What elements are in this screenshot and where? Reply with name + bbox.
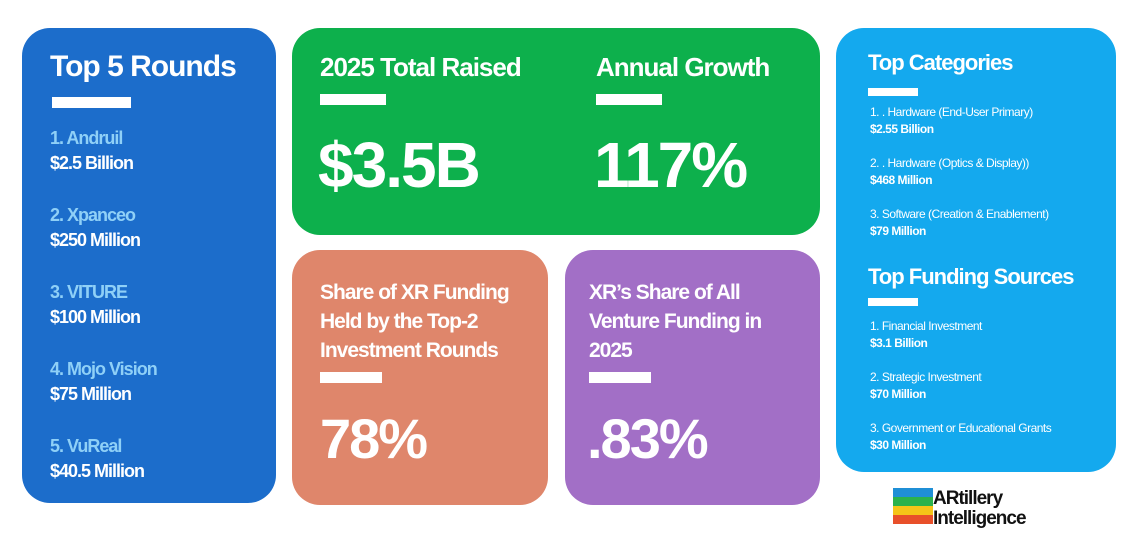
card-title: Top Categories bbox=[868, 50, 1014, 75]
card-title: 2025 Total Raised bbox=[320, 52, 522, 82]
stat-value: 117% bbox=[594, 129, 748, 201]
logo: ARtillery Intelligence bbox=[893, 488, 1027, 529]
card-title: Top Funding Sources bbox=[868, 264, 1074, 289]
item-name: 3. Government or Educational Grants bbox=[870, 421, 1052, 435]
underline bbox=[320, 94, 386, 105]
right-card: Top Categories 1. . Hardware (End-User P… bbox=[836, 28, 1116, 472]
round-name: 1. Andruil bbox=[50, 128, 123, 148]
item-amount: $2.55 Billion bbox=[870, 122, 934, 136]
item-amount: $3.1 Billion bbox=[870, 336, 928, 350]
round-amount: $2.5 Billion bbox=[50, 153, 134, 173]
round-name: 3. VITURE bbox=[50, 282, 128, 302]
logo-stripe bbox=[893, 515, 933, 524]
stat-value: $3.5B bbox=[318, 129, 481, 201]
round-amount: $250 Million bbox=[50, 230, 141, 250]
item-amount: $79 Million bbox=[870, 224, 926, 238]
round-amount: $100 Million bbox=[50, 307, 141, 327]
underline bbox=[589, 372, 651, 383]
item-amount: $30 Million bbox=[870, 438, 926, 452]
stat-value: 78% bbox=[320, 407, 428, 470]
card-title: Share of XR Funding Held by the Top-2 In… bbox=[320, 281, 510, 362]
card-title: Annual Growth bbox=[596, 52, 770, 82]
stat-value: .83% bbox=[587, 407, 709, 470]
item-name: 3. Software (Creation & Enablement) bbox=[870, 207, 1049, 221]
xr-share-card: XR’s Share of All Venture Funding in 202… bbox=[565, 250, 820, 505]
top-rounds-card: Top 5 Rounds 1. Andruil $2.5 Billion 2. Xp… bbox=[22, 28, 276, 503]
round-amount: $40.5 Million bbox=[50, 461, 145, 481]
item-amount: $70 Million bbox=[870, 387, 926, 401]
logo-text: Intelligence bbox=[933, 508, 1026, 529]
round-name: 5. VuReal bbox=[50, 436, 122, 456]
item-name: 2. Strategic Investment bbox=[870, 370, 982, 384]
card-title: XR’s Share of All Venture Funding in 202… bbox=[589, 281, 762, 362]
underline bbox=[52, 97, 131, 108]
round-amount: $75 Million bbox=[50, 384, 132, 404]
underline bbox=[596, 94, 662, 105]
logo-stripe bbox=[893, 506, 933, 515]
logo-text: ARtillery bbox=[933, 488, 1004, 509]
item-amount: $468 Million bbox=[870, 173, 933, 187]
round-name: 4. Mojo Vision bbox=[50, 359, 158, 379]
totals-card: 2025 Total Raised $3.5B Annual Growth 11… bbox=[292, 28, 820, 235]
item-name: 1. . Hardware (End-User Primary) bbox=[870, 105, 1033, 119]
underline bbox=[868, 88, 918, 96]
logo-stripe bbox=[893, 497, 933, 506]
top2-card: Share of XR Funding Held by the Top-2 In… bbox=[292, 250, 548, 505]
underline bbox=[868, 298, 918, 306]
item-name: 1. Financial Investment bbox=[870, 319, 982, 333]
round-name: 2. Xpanceo bbox=[50, 205, 136, 225]
card-title: Top 5 Rounds bbox=[50, 50, 237, 83]
underline bbox=[320, 372, 382, 383]
logo-stripe bbox=[893, 488, 933, 497]
item-name: 2. . Hardware (Optics & Display)) bbox=[870, 156, 1029, 170]
